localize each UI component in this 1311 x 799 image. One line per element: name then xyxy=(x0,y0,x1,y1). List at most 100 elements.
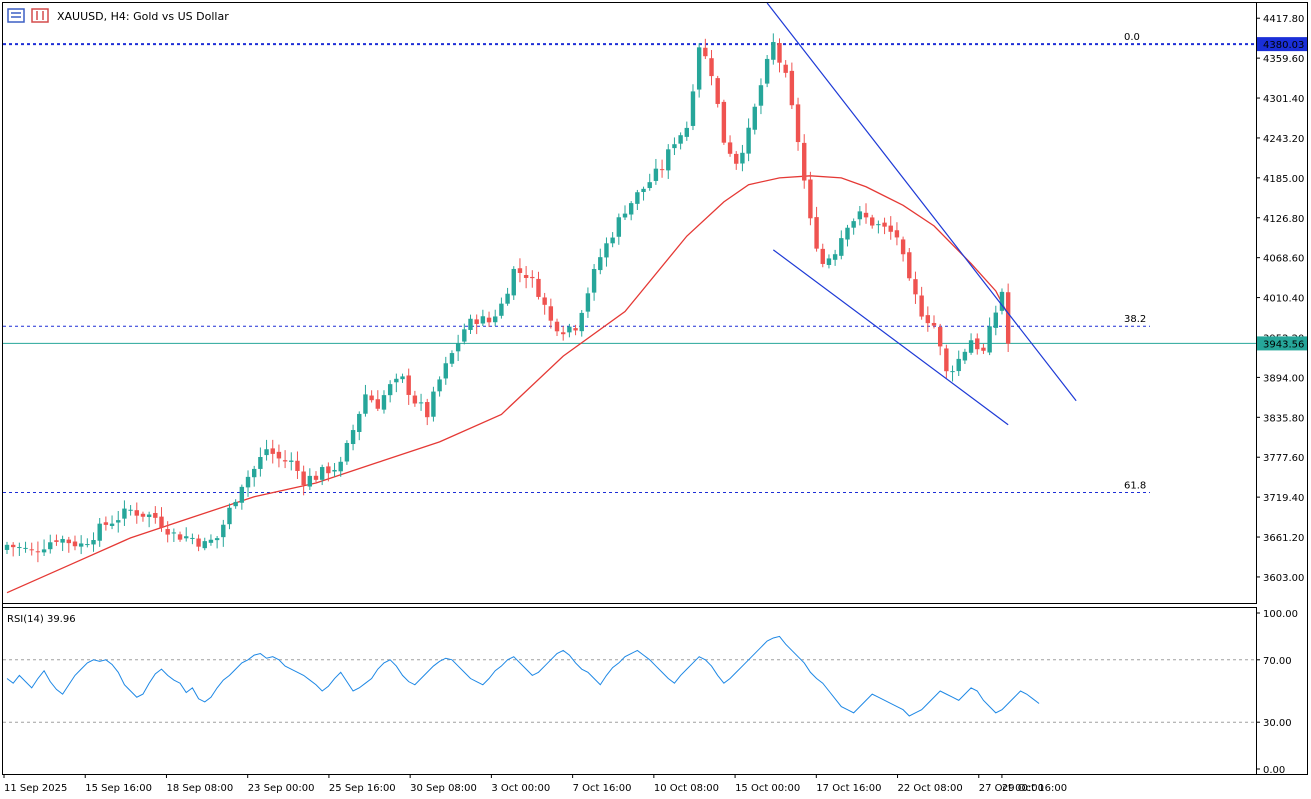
candle-body xyxy=(313,475,319,480)
candle-body xyxy=(907,252,912,279)
window-frame xyxy=(2,2,1308,775)
candle-body xyxy=(233,501,238,507)
candle-body xyxy=(666,149,671,171)
candle-body xyxy=(134,510,139,516)
candle-body xyxy=(826,258,832,265)
candle-body xyxy=(387,384,393,396)
candle-body xyxy=(72,541,78,547)
candle-body xyxy=(999,291,1005,311)
candle-body xyxy=(746,127,751,154)
candle-body xyxy=(709,58,714,77)
price-tick-label: 3894.00 xyxy=(1263,373,1304,384)
price-tick-label: 4359.60 xyxy=(1263,54,1304,65)
candle-body xyxy=(882,222,887,227)
candle-body xyxy=(171,532,177,534)
candle-body xyxy=(425,402,430,418)
candle-body xyxy=(128,509,133,511)
chart-title: XAUUSD, H4: Gold vs US Dollar xyxy=(57,10,229,23)
candle-body xyxy=(517,268,523,273)
fib-level-label: 38.2 xyxy=(1124,314,1146,325)
candle-body xyxy=(857,211,863,220)
current-price-label-bg xyxy=(1257,336,1307,351)
candle-body xyxy=(468,318,473,330)
candle-body xyxy=(721,101,727,143)
price-tick-label: 3777.60 xyxy=(1263,453,1304,464)
candle-body xyxy=(981,347,986,351)
candle-body xyxy=(103,522,109,525)
chart-type-icon[interactable] xyxy=(31,8,49,23)
candle-body xyxy=(573,328,578,331)
candle-body xyxy=(60,538,65,543)
candle-body xyxy=(987,326,992,353)
candle-body xyxy=(956,358,961,372)
candle-body xyxy=(616,217,622,237)
candle-body xyxy=(140,513,146,517)
candle-body xyxy=(696,47,702,90)
price-tick-label: 3603.00 xyxy=(1263,573,1304,584)
rsi-panel-frame xyxy=(2,607,1257,775)
time-tick-label: 18 Sep 08:00 xyxy=(166,783,233,794)
candle-body xyxy=(937,327,943,347)
candle-body xyxy=(511,268,516,296)
candle-body xyxy=(431,391,436,417)
candle-body xyxy=(715,78,720,104)
price-tick-label: 4185.00 xyxy=(1263,174,1304,185)
candle-body xyxy=(190,537,195,539)
candle-body xyxy=(17,547,22,549)
candle-body xyxy=(344,442,350,462)
candle-body xyxy=(789,70,795,106)
candle-body xyxy=(802,142,807,181)
candle-body xyxy=(406,375,411,395)
moving-average xyxy=(6,175,1009,594)
candle-body xyxy=(146,514,152,517)
candle-body xyxy=(554,321,560,332)
candle-body xyxy=(820,248,825,264)
candle-body xyxy=(993,312,998,328)
candle-body xyxy=(375,399,380,409)
time-tick-label: 7 Oct 16:00 xyxy=(573,783,632,794)
candle-body xyxy=(319,467,325,480)
time-tick-label: 15 Oct 00:00 xyxy=(735,783,800,794)
candle-body xyxy=(338,461,343,472)
candle-body xyxy=(258,457,263,469)
rsi-tick-label: 30.00 xyxy=(1263,718,1292,729)
time-tick-label: 22 Oct 08:00 xyxy=(898,783,963,794)
candle-body xyxy=(486,317,492,323)
candle-body xyxy=(474,319,479,324)
candle-body xyxy=(925,315,931,324)
candle-body xyxy=(245,476,251,488)
time-tick-label: 3 Oct 00:00 xyxy=(491,783,550,794)
candle-body xyxy=(153,512,158,518)
candle-body xyxy=(400,376,405,380)
candle-body xyxy=(628,203,634,215)
candle-body xyxy=(795,104,801,143)
candle-body xyxy=(727,142,733,154)
candle-body xyxy=(66,539,71,544)
candle-body xyxy=(647,182,652,189)
candle-body xyxy=(653,168,659,181)
candle-body xyxy=(357,413,362,432)
rsi-label: RSI(14) 39.96 xyxy=(7,614,76,625)
candle-body xyxy=(270,448,275,454)
candle-body xyxy=(505,293,510,304)
chart-window-icon[interactable] xyxy=(7,8,25,23)
candle-body xyxy=(598,257,603,271)
price-tick-label: 4010.40 xyxy=(1263,294,1304,305)
candle-body xyxy=(579,312,584,332)
candle-body xyxy=(610,237,615,244)
candle-body xyxy=(672,144,677,149)
time-tick-label: 25 Sep 16:00 xyxy=(329,783,396,794)
candle-body xyxy=(326,466,331,474)
candle-body xyxy=(931,322,937,326)
candle-body xyxy=(968,340,974,353)
candle-body xyxy=(876,224,881,226)
candle-body xyxy=(913,279,918,295)
candle-body xyxy=(85,544,90,546)
candle-body xyxy=(91,540,96,545)
candle-body xyxy=(950,371,955,373)
candle-body xyxy=(542,297,547,305)
candle-body xyxy=(41,549,47,553)
candle-body xyxy=(888,225,893,232)
candle-body xyxy=(777,43,782,63)
main-chart-frame xyxy=(2,2,1257,604)
